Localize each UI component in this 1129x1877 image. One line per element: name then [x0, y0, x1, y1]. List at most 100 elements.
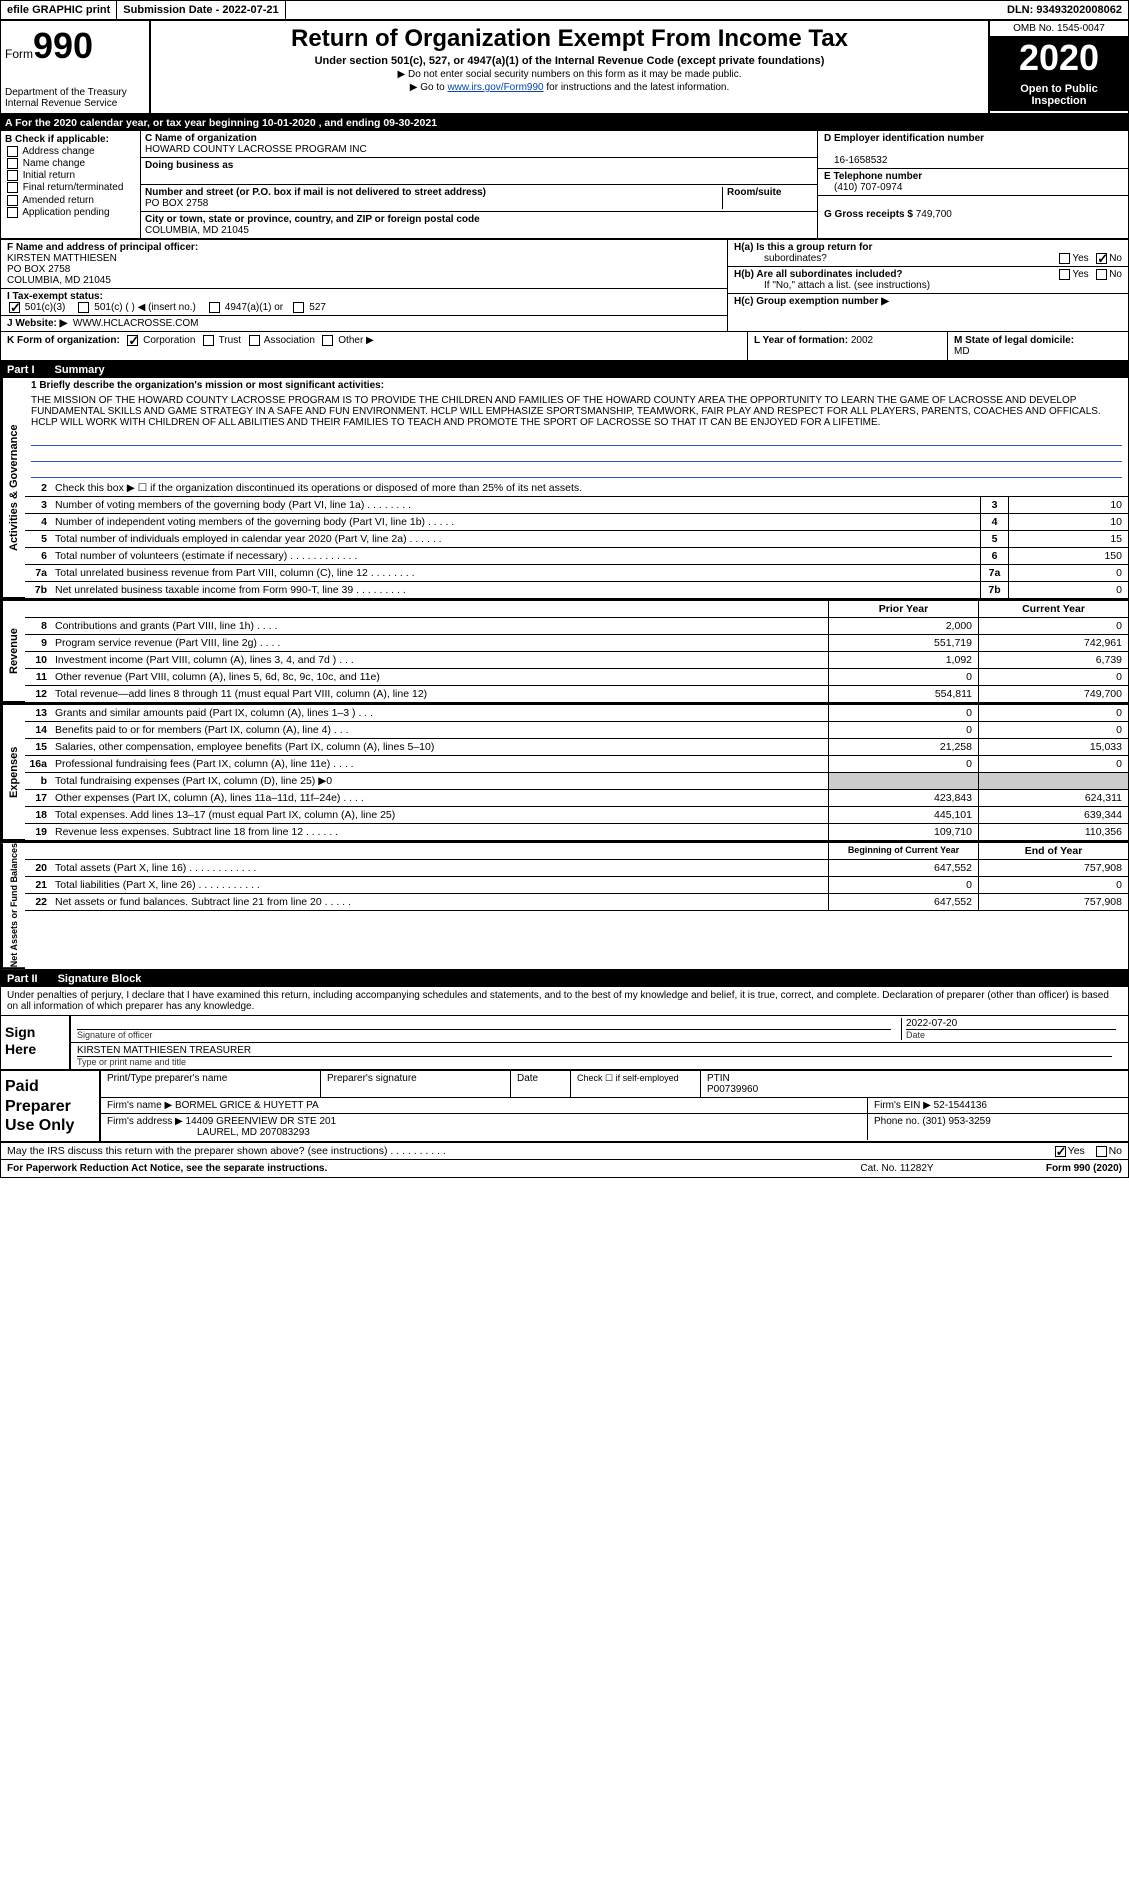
chk-address-change[interactable] [7, 146, 18, 157]
summary-expenses: Expenses 13Grants and similar amounts pa… [1, 703, 1128, 841]
dln: DLN: 93493202008062 [1001, 1, 1128, 19]
underline-1 [31, 432, 1122, 446]
exp-line-16a: 16aProfessional fundraising fees (Part I… [25, 756, 1128, 773]
identity-grid: B Check if applicable: Address change Na… [1, 131, 1128, 240]
chk-app-pending[interactable] [7, 207, 18, 218]
gov-line-3: 3Number of voting members of the governi… [25, 497, 1128, 514]
chk-4947[interactable] [209, 302, 220, 313]
chk-assoc[interactable] [249, 335, 260, 346]
boxes-k-l-m: K Form of organization: Corporation Trus… [1, 332, 1128, 362]
irs-link[interactable]: www.irs.gov/Form990 [447, 82, 543, 93]
chk-trust[interactable] [203, 335, 214, 346]
box-f: F Name and address of principal officer:… [1, 240, 727, 289]
sign-here-label: Sign Here [1, 1016, 71, 1069]
org-name: HOWARD COUNTY LACROSSE PROGRAM INC [145, 144, 367, 155]
firm-addr1: 14409 GREENVIEW DR STE 201 [186, 1116, 337, 1127]
chk-discuss-yes[interactable] [1055, 1146, 1066, 1157]
open-inspection: Open to Public Inspection [990, 79, 1128, 111]
box-l: L Year of formation: 2002 [748, 332, 948, 360]
exp-line-13: 13Grants and similar amounts paid (Part … [25, 705, 1128, 722]
rev-line-8: 8Contributions and grants (Part VIII, li… [25, 618, 1128, 635]
net-line-22: 22Net assets or fund balances. Subtract … [25, 894, 1128, 911]
chk-corp[interactable] [127, 335, 138, 346]
gov-line-4: 4Number of independent voting members of… [25, 514, 1128, 531]
box-j: J Website: ▶ WWW.HCLACROSSE.COM [1, 316, 727, 331]
efile-label: efile GRAPHIC print [1, 1, 117, 19]
box-b: B Check if applicable: Address change Na… [1, 131, 141, 238]
form-number: 990 [33, 25, 93, 67]
form-subtitle: Under section 501(c), 527, or 4947(a)(1)… [157, 55, 982, 67]
rev-line-12: 12Total revenue—add lines 8 through 11 (… [25, 686, 1128, 703]
dept-treasury: Department of the Treasury Internal Reve… [5, 87, 145, 109]
firm-phone: (301) 953-3259 [922, 1116, 990, 1127]
chk-527[interactable] [293, 302, 304, 313]
omb-number: OMB No. 1545-0047 [990, 21, 1128, 37]
submission-date: Submission Date - 2022-07-21 [117, 1, 285, 19]
box-m: M State of legal domicile:MD [948, 332, 1128, 360]
underline-2 [31, 448, 1122, 462]
declaration: Under penalties of perjury, I declare th… [1, 987, 1128, 1016]
summary-revenue: Revenue Prior YearCurrent Year 8Contribu… [1, 599, 1128, 703]
chk-amended[interactable] [7, 195, 18, 206]
note-link: ▶ Go to www.irs.gov/Form990 for instruct… [157, 82, 982, 93]
net-line-21: 21Total liabilities (Part X, line 26) . … [25, 877, 1128, 894]
ein: 16-1658532 [824, 155, 887, 166]
chk-initial-return[interactable] [7, 170, 18, 181]
gross-receipts: 749,700 [916, 209, 952, 220]
chk-other[interactable] [322, 335, 333, 346]
ptin: P00739960 [707, 1084, 758, 1095]
box-h: H(a) Is this a group return for subordin… [728, 240, 1128, 331]
side-revenue: Revenue [1, 601, 25, 703]
mission-label: 1 Briefly describe the organization's mi… [25, 378, 1128, 393]
form-990-page: efile GRAPHIC print Submission Date - 20… [0, 0, 1129, 1178]
exp-line-b: bTotal fundraising expenses (Part IX, co… [25, 773, 1128, 790]
chk-name-change[interactable] [7, 158, 18, 169]
rev-line-10: 10Investment income (Part VIII, column (… [25, 652, 1128, 669]
gov-line-7b: 7bNet unrelated business taxable income … [25, 582, 1128, 599]
discuss-row: May the IRS discuss this return with the… [1, 1143, 1128, 1160]
side-expenses: Expenses [1, 705, 25, 841]
sig-date: 2022-07-20 [906, 1018, 957, 1029]
form-header: Form 990 Department of the Treasury Inte… [1, 21, 1128, 115]
exp-line-17: 17Other expenses (Part IX, column (A), l… [25, 790, 1128, 807]
chk-501c[interactable] [78, 302, 89, 313]
net-line-20: 20Total assets (Part X, line 16) . . . .… [25, 860, 1128, 877]
box-c: C Name of organizationHOWARD COUNTY LACR… [141, 131, 818, 238]
chk-final-return[interactable] [7, 182, 18, 193]
gov-line-7a: 7aTotal unrelated business revenue from … [25, 565, 1128, 582]
chk-501c3[interactable] [9, 302, 20, 313]
rev-line-9: 9Program service revenue (Part VIII, lin… [25, 635, 1128, 652]
gov-line-5: 5Total number of individuals employed in… [25, 531, 1128, 548]
signature-block: Under penalties of perjury, I declare th… [1, 987, 1128, 1071]
boxes-d-e-g: D Employer identification number16-16585… [818, 131, 1128, 238]
header-right: OMB No. 1545-0047 2020 Open to Public In… [988, 21, 1128, 113]
tax-year: 2020 [990, 37, 1128, 79]
exp-line-15: 15Salaries, other compensation, employee… [25, 739, 1128, 756]
footer: For Paperwork Reduction Act Notice, see … [1, 1160, 1128, 1177]
summary-governance: Activities & Governance 1 Briefly descri… [1, 378, 1128, 599]
box-i: I Tax-exempt status: 501(c)(3) 501(c) ( … [1, 289, 727, 316]
mission-text: THE MISSION OF THE HOWARD COUNTY LACROSS… [25, 393, 1128, 430]
exp-line-18: 18Total expenses. Add lines 13–17 (must … [25, 807, 1128, 824]
chk-hb-no[interactable] [1096, 269, 1107, 280]
website: WWW.HCLACROSSE.COM [73, 318, 199, 329]
officer-name: KIRSTEN MATTHIESEN TREASURER [77, 1045, 251, 1056]
underline-3 [31, 464, 1122, 478]
boxes-f-h-i-j: F Name and address of principal officer:… [1, 240, 1128, 332]
gov-line-6: 6Total number of volunteers (estimate if… [25, 548, 1128, 565]
firm-addr2: LAUREL, MD 207083293 [107, 1127, 310, 1138]
paid-label: Paid Preparer Use Only [1, 1071, 101, 1141]
side-governance: Activities & Governance [1, 378, 25, 599]
summary-netassets: Net Assets or Fund Balances Beginning of… [1, 841, 1128, 969]
form-title: Return of Organization Exempt From Incom… [157, 25, 982, 53]
firm-name: BORMEL GRICE & HUYETT PA [175, 1100, 319, 1111]
period-row: A For the 2020 calendar year, or tax yea… [1, 115, 1128, 131]
chk-hb-yes[interactable] [1059, 269, 1070, 280]
header-left: Form 990 Department of the Treasury Inte… [1, 21, 151, 113]
chk-ha-no[interactable] [1096, 253, 1107, 264]
chk-discuss-no[interactable] [1096, 1146, 1107, 1157]
topbar: efile GRAPHIC print Submission Date - 20… [1, 1, 1128, 21]
header-center: Return of Organization Exempt From Incom… [151, 21, 988, 113]
box-k: K Form of organization: Corporation Trus… [1, 332, 748, 360]
chk-ha-yes[interactable] [1059, 253, 1070, 264]
